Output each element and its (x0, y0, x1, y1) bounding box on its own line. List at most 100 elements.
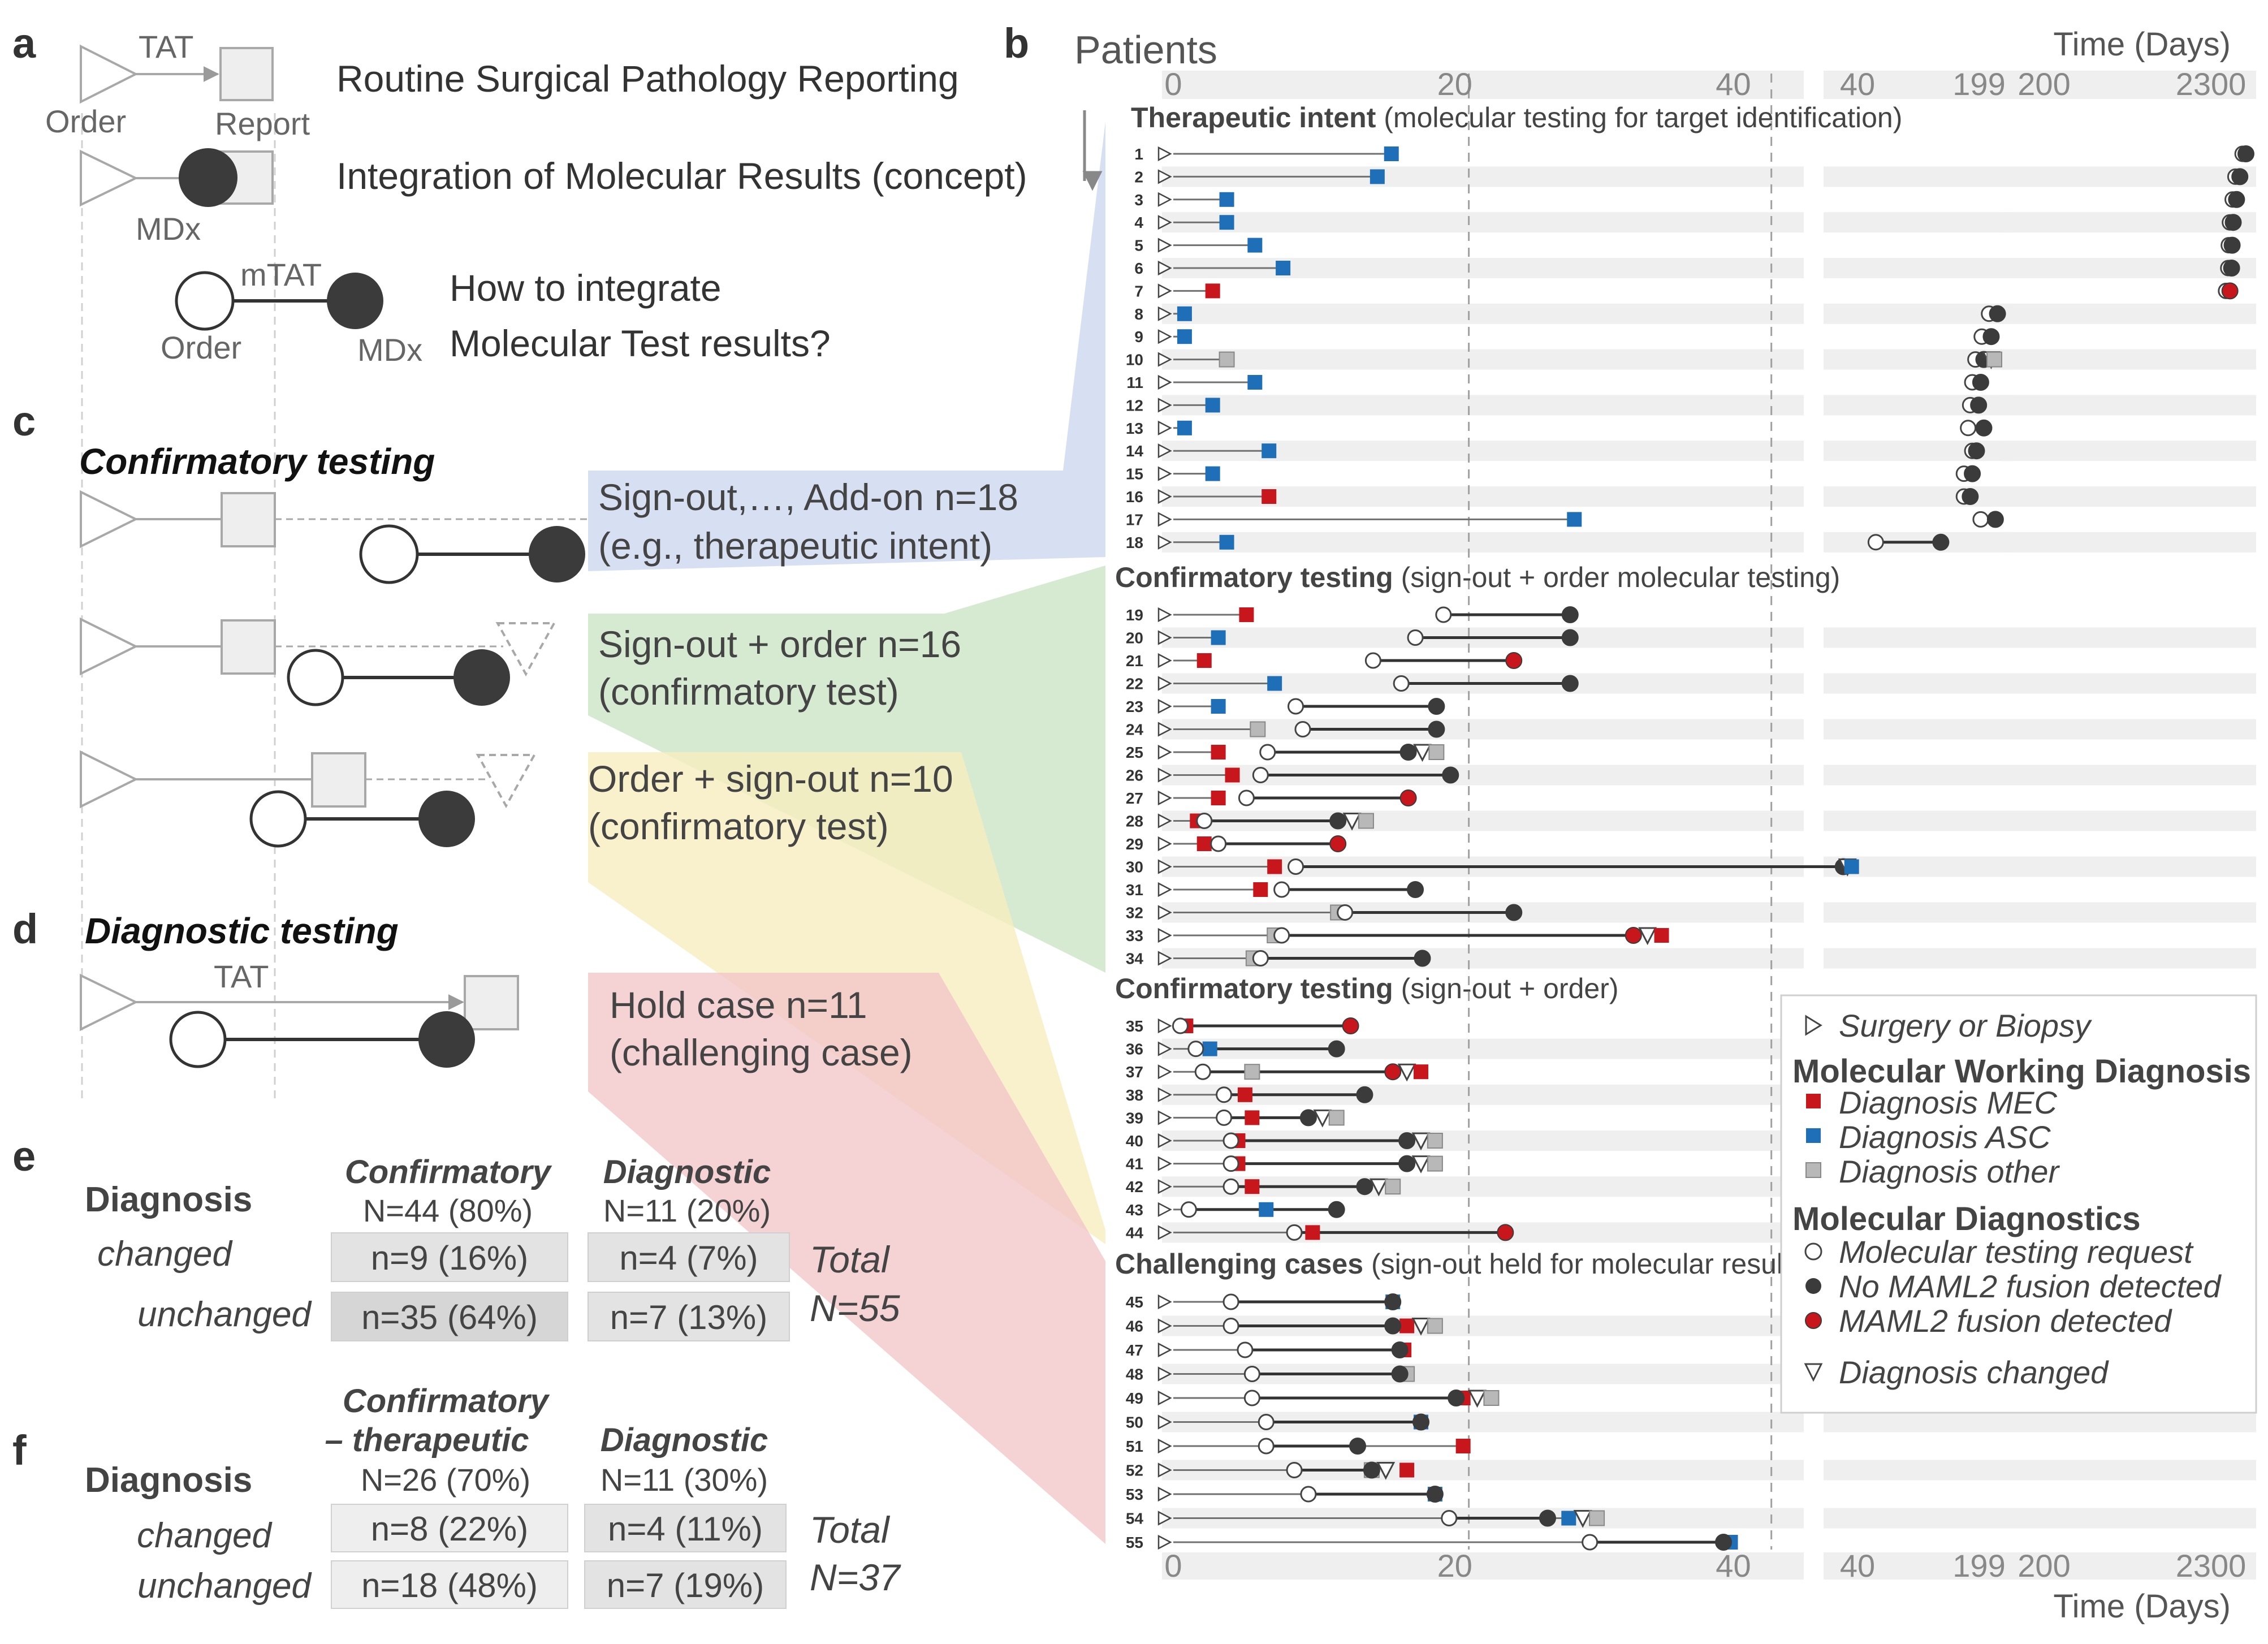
surgery-marker (1157, 398, 1172, 413)
patient-row: 51 (1126, 1438, 1471, 1455)
band-hold-case (588, 973, 1105, 1544)
patient-number: 32 (1126, 904, 1143, 922)
surgery-marker (1157, 1462, 1172, 1478)
c2-change-triangle (495, 622, 556, 677)
c3-line1: Order + sign-out n=10 (588, 758, 953, 800)
request-marker (1258, 1438, 1275, 1455)
surgery-marker (1157, 1225, 1172, 1240)
section-label: Challenging cases (sign-out held for mol… (1115, 1248, 1815, 1280)
result-marker (2223, 260, 2240, 277)
new-diagnosis-marker (1385, 1179, 1401, 1195)
patient-row: 54 (1126, 1509, 1605, 1528)
surgery-marker (1157, 169, 1172, 184)
request-marker (1259, 744, 1276, 761)
row-band (2002, 303, 2256, 324)
result-marker (1428, 698, 1445, 715)
row-band (1824, 810, 2013, 831)
patient-row: 47 (1126, 1341, 1412, 1359)
f-cell-unchanged-confirmatory: n=18 (48%) (361, 1567, 538, 1604)
row-band (2002, 532, 2256, 553)
request-marker (1972, 511, 1989, 528)
patient-number: 14 (1126, 442, 1144, 460)
patient-number: 54 (1126, 1510, 1144, 1528)
request-marker (1273, 881, 1290, 898)
patient-row: 27 (1126, 789, 1417, 807)
request-marker (1288, 858, 1304, 875)
section-label-rest: (sign-out held for molecular results) (1363, 1248, 1815, 1280)
tat-label: TAT (139, 29, 193, 64)
patient-row: 32 (1126, 904, 1523, 922)
patient-row: 41 (1126, 1155, 1443, 1173)
result-marker (1561, 629, 1579, 646)
order-circle-icon (175, 271, 235, 331)
patient-row: 5 (1134, 236, 2241, 254)
patient-number: 44 (1126, 1224, 1144, 1241)
patient-number: 5 (1134, 237, 1143, 254)
patient-row: 1 (1134, 145, 2254, 163)
patient-number: 48 (1126, 1366, 1143, 1383)
diagnosis-marker (1262, 443, 1277, 459)
f-changed-label: changed (137, 1516, 273, 1555)
patient-number: 7 (1134, 282, 1143, 300)
patient-number: 3 (1134, 191, 1143, 209)
surgery-marker (1157, 905, 1172, 920)
c1-signout-square (221, 492, 276, 547)
result-marker (1329, 812, 1347, 830)
row3-line1: How to integrate (450, 267, 722, 309)
f-col2-n: N=11 (30%) (601, 1462, 768, 1498)
new-diagnosis-marker (1986, 351, 2003, 368)
legend-no-fusion: No MAML2 fusion detected (1839, 1268, 2222, 1304)
result-marker (1342, 1017, 1359, 1034)
result-marker (1384, 1293, 1402, 1310)
e-row-title: Diagnosis (85, 1180, 252, 1219)
tick-label: 199 (1952, 1548, 2005, 1583)
patient-number: 43 (1126, 1201, 1143, 1219)
diagnosis-marker (1259, 1202, 1274, 1217)
e-cell-bg (587, 1292, 790, 1341)
axis-band (1824, 71, 2013, 99)
confirmatory-title: Confirmatory testing (79, 441, 435, 482)
section-label-rest: (sign-out + order) (1393, 973, 1619, 1004)
legend-box (1780, 994, 2257, 1414)
patient-number: 29 (1126, 835, 1143, 853)
diagnostic-title: Diagnostic testing (85, 911, 399, 951)
panel-letter-b: b (1004, 20, 1029, 67)
d-request-circle (169, 1011, 227, 1068)
result-marker (1561, 675, 1579, 692)
patient-row: 22 (1126, 675, 1579, 693)
c1-line1: Sign-out,…, Add-on n=18 (598, 476, 1018, 518)
patient-number: 16 (1126, 488, 1143, 506)
y-axis-label: Patients (1074, 28, 1217, 72)
patient-number: 49 (1126, 1390, 1143, 1407)
legend: Surgery or Biopsy Molecular Working Diag… (1780, 994, 2257, 1414)
panel-c: c Confirmatory testing Sign-out,…, Add-o… (12, 398, 1018, 848)
diagnosis-marker (1177, 420, 1192, 435)
row-band (2002, 948, 2256, 969)
request-marker (1407, 629, 1424, 646)
row-band (2002, 258, 2256, 278)
patient-row: 28 (1126, 812, 1374, 831)
d-order-triangle (80, 973, 139, 1032)
c2-request-circle (287, 649, 344, 706)
e-cell-unchanged-confirmatory: n=35 (64%) (361, 1298, 538, 1336)
result-marker (1972, 374, 1989, 391)
legend-other-icon (1805, 1162, 1821, 1178)
patient-row: 26 (1126, 766, 1459, 784)
diagnosis-marker (1196, 653, 1212, 668)
result-marker (1442, 766, 1459, 784)
c3-line2: (confirmatory test) (588, 805, 889, 847)
c3-signout-square (311, 752, 366, 808)
request-marker (1435, 606, 1452, 623)
result-marker (1539, 1509, 1556, 1527)
diagnosis-marker (1244, 1064, 1260, 1080)
request-marker (1582, 1534, 1599, 1551)
axis-band (2002, 1552, 2256, 1580)
request-marker (1393, 675, 1410, 692)
patient-number: 21 (1126, 652, 1143, 670)
patient-number: 15 (1126, 465, 1143, 483)
patient-row: 34 (1126, 950, 1431, 968)
legend-mec-icon (1806, 1094, 1821, 1108)
change-marker (1397, 1063, 1416, 1082)
panel-letter-a: a (12, 20, 36, 67)
